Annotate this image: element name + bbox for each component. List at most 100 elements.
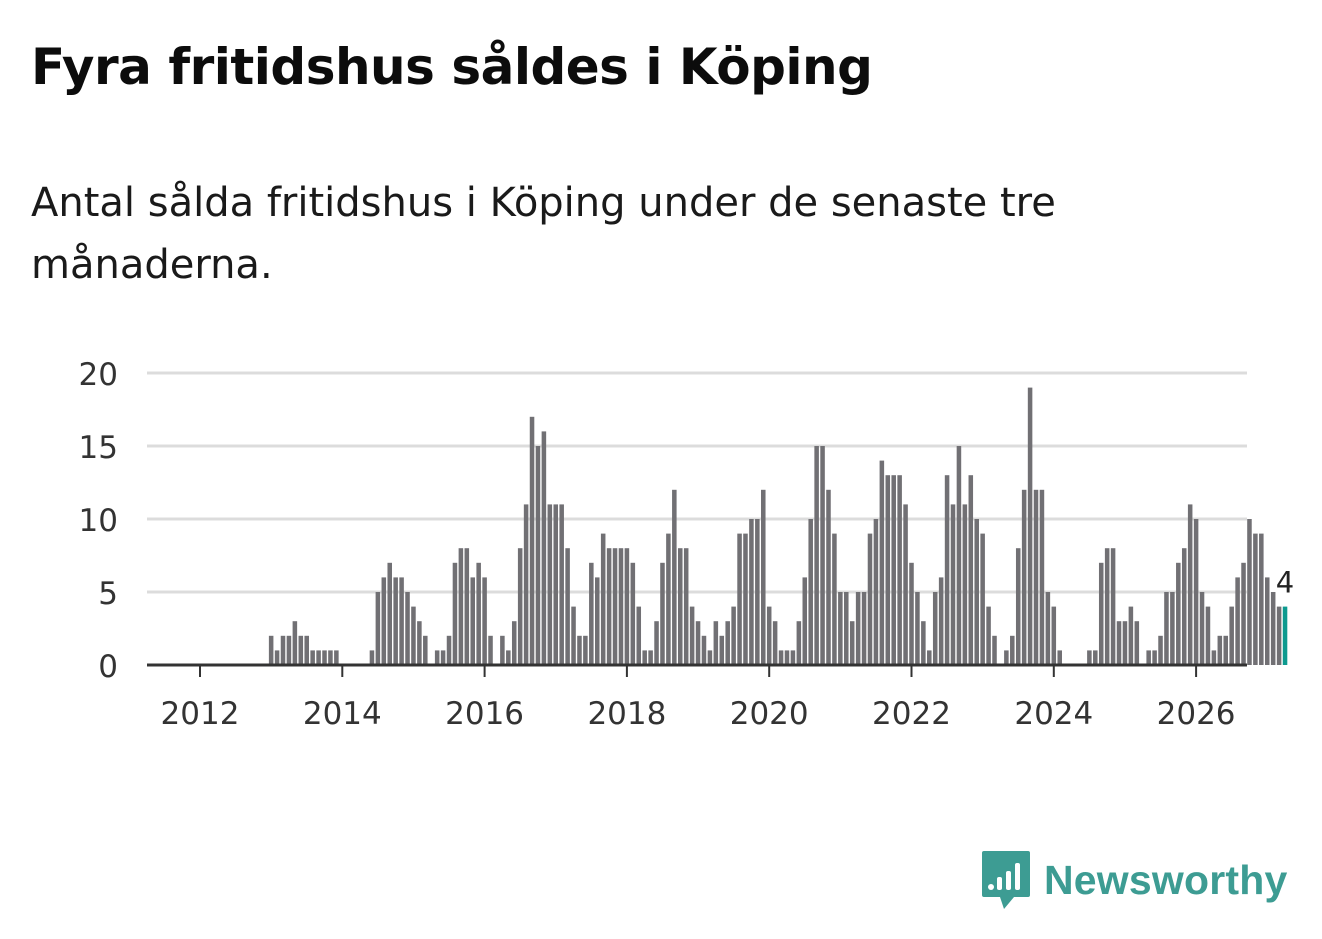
x-tick-label: 2026 <box>1157 696 1236 732</box>
bar <box>322 650 327 665</box>
bar <box>820 446 825 665</box>
bar <box>778 650 784 665</box>
bar <box>731 606 736 665</box>
bar <box>553 504 559 665</box>
bar <box>897 475 902 665</box>
bar <box>423 635 428 665</box>
bar <box>921 621 926 665</box>
chart-title: Fyra fritidshus såldes i Köping <box>31 38 873 96</box>
bar <box>713 621 719 665</box>
bar-chart: 0 5 10 15 20 4 2012 2014 2016 2018 2020 2022 2024 202… <box>79 357 1298 732</box>
bar <box>1021 489 1027 665</box>
bar <box>1087 650 1092 665</box>
bar <box>950 504 956 665</box>
bar <box>316 650 321 665</box>
bar <box>464 548 470 665</box>
bar <box>1116 621 1122 665</box>
bar <box>1134 621 1140 665</box>
brand-logo: Newsworthy <box>980 848 1288 912</box>
bar <box>565 548 570 665</box>
bar <box>755 519 760 665</box>
x-tick-label: 2024 <box>1014 696 1093 732</box>
bar <box>885 475 891 665</box>
bar <box>630 562 636 665</box>
bar <box>725 621 730 665</box>
y-tick-label: 20 <box>79 357 118 393</box>
x-tick-label: 2020 <box>730 696 809 732</box>
bar <box>1152 650 1157 665</box>
chart-subtitle: Antal sålda fritidshus i Köping under de… <box>31 180 1056 288</box>
bar <box>932 592 938 665</box>
x-tick-label: 2012 <box>161 696 240 732</box>
bar <box>855 592 861 665</box>
bar <box>1181 548 1187 665</box>
bar-highlight <box>1282 606 1288 665</box>
bar <box>1253 533 1258 665</box>
bar <box>618 548 624 665</box>
bar <box>743 533 748 665</box>
bar <box>571 606 576 665</box>
bar <box>737 533 742 665</box>
bar <box>849 621 855 665</box>
bar <box>594 577 600 665</box>
bar <box>660 562 665 665</box>
bar <box>434 650 440 665</box>
bar <box>903 504 908 665</box>
bar <box>654 621 659 665</box>
bar <box>511 621 517 665</box>
bar <box>411 606 416 665</box>
bar <box>1211 650 1217 665</box>
bar <box>915 592 920 665</box>
bar <box>968 475 974 665</box>
bar <box>642 650 647 665</box>
bar <box>1176 562 1181 665</box>
bar <box>1033 489 1039 665</box>
bar <box>838 592 843 665</box>
bar <box>772 621 778 665</box>
bar <box>1193 519 1199 665</box>
bar <box>381 577 387 665</box>
x-tick-label: 2014 <box>303 696 382 732</box>
bar <box>446 635 452 665</box>
bar <box>1270 592 1276 665</box>
bar <box>1128 606 1134 665</box>
bar <box>1146 650 1151 665</box>
bar <box>1158 635 1163 665</box>
bar <box>452 562 458 665</box>
bar <box>707 650 713 665</box>
bar <box>909 562 914 665</box>
bar <box>784 650 790 665</box>
bar <box>1164 592 1169 665</box>
bar <box>701 635 707 665</box>
data-label: 4 <box>1276 566 1294 600</box>
bar <box>268 635 274 665</box>
bar <box>1223 635 1229 665</box>
bar <box>488 635 493 665</box>
bar <box>470 577 476 665</box>
bar <box>873 519 879 665</box>
bar <box>417 621 422 665</box>
bar <box>1264 577 1270 665</box>
x-tick-label: 2018 <box>587 696 666 732</box>
bar <box>369 650 375 665</box>
bar <box>482 577 487 665</box>
bar <box>861 592 867 665</box>
bar <box>334 650 339 665</box>
bar <box>1010 635 1015 665</box>
y-tick-label: 5 <box>98 576 118 612</box>
bar <box>790 650 796 665</box>
bar <box>1247 519 1252 665</box>
bar <box>986 606 991 665</box>
bar <box>808 519 813 665</box>
bar <box>992 635 997 665</box>
bar <box>274 650 280 665</box>
bar <box>292 621 298 665</box>
bar <box>695 621 701 665</box>
bar <box>761 489 766 665</box>
bar <box>1205 606 1211 665</box>
bar <box>1098 562 1104 665</box>
bar <box>938 577 944 665</box>
bar <box>974 519 979 665</box>
bar <box>796 621 802 665</box>
bar <box>606 548 612 665</box>
